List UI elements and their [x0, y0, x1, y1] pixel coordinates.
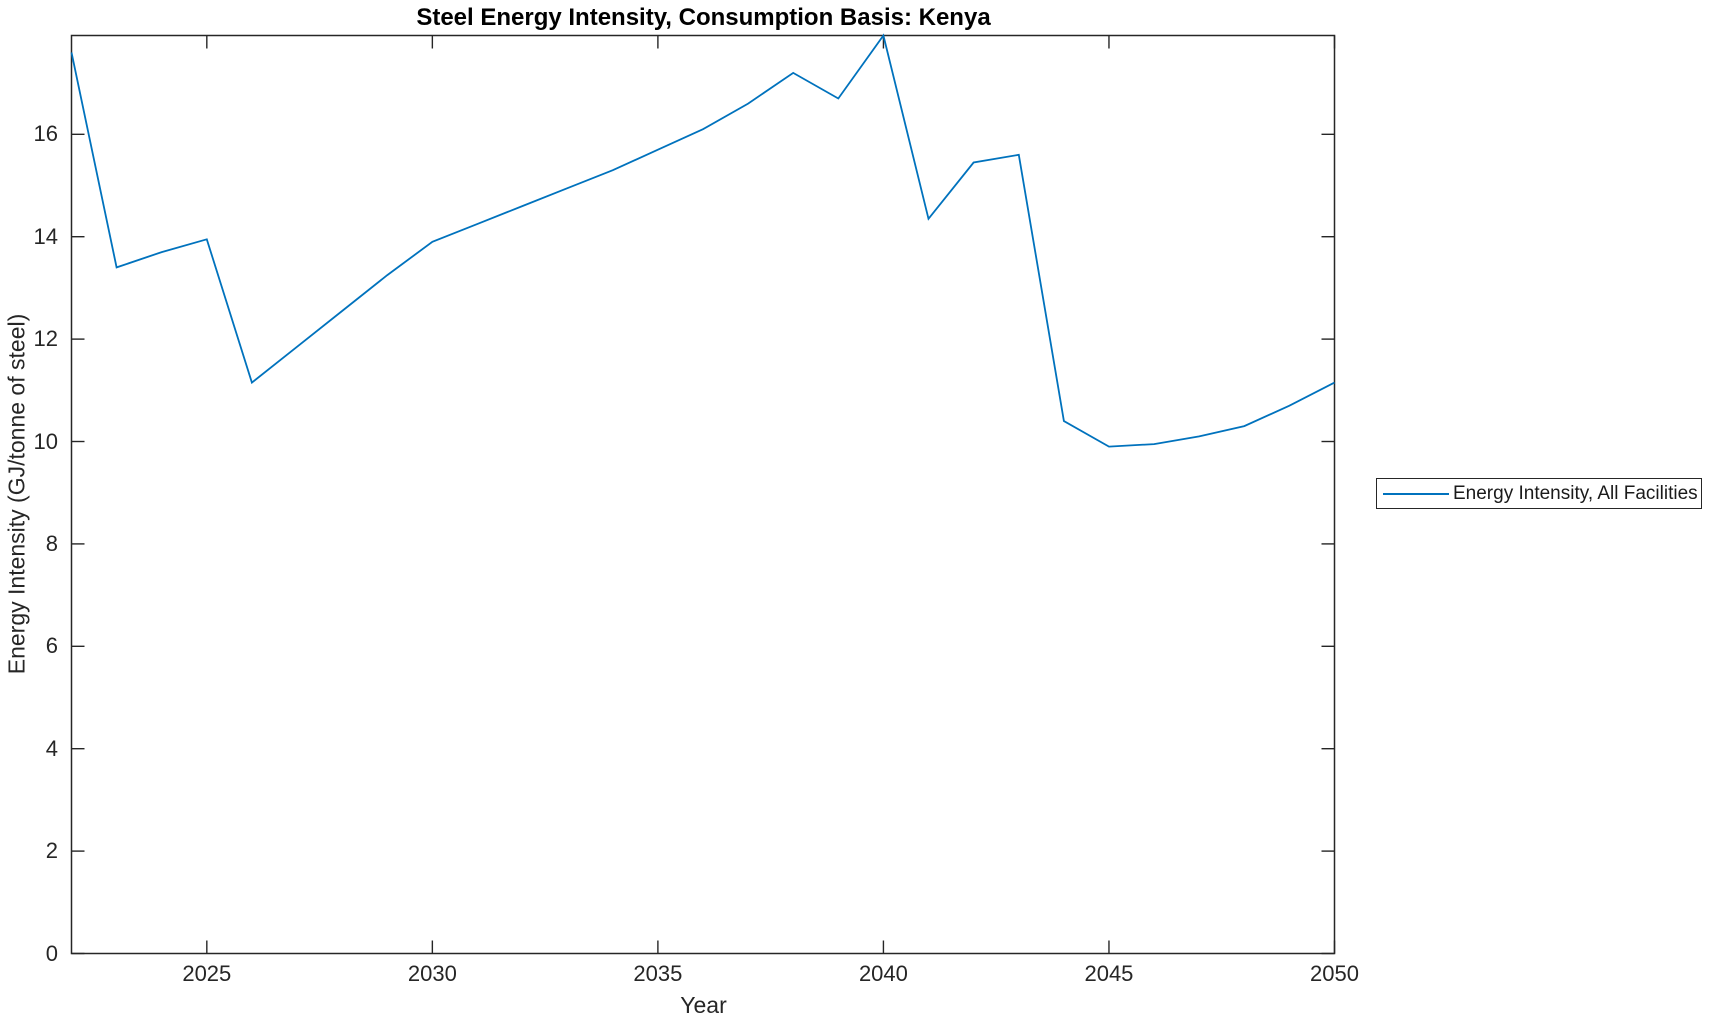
legend-line-sample [1383, 492, 1449, 495]
y-tick-label: 4 [45, 735, 58, 761]
x-tick-label: 2030 [407, 961, 457, 986]
x-tick-label: 2045 [1084, 961, 1134, 986]
chart-title: Steel Energy Intensity, Consumption Basi… [416, 4, 991, 31]
x-tick-label: 2035 [633, 961, 683, 986]
y-tick-label: 0 [45, 940, 58, 966]
axes-box [70, 34, 1336, 955]
energy-intensity-line [70, 33, 1335, 448]
y-tick-label: 16 [33, 121, 58, 147]
y-tick-label: 14 [33, 223, 58, 249]
y-tick-label: 6 [45, 633, 58, 659]
legend: Energy Intensity, All Facilities [1376, 478, 1702, 509]
y-tick-label: 12 [33, 326, 58, 352]
y-tick-label: 8 [45, 530, 58, 556]
x-tick-label: 2040 [858, 961, 908, 986]
x-tick-label: 2050 [1310, 961, 1359, 986]
x-axis-label: Year [680, 992, 727, 1018]
y-axis-label: Energy Intensity (GJ/tonne of steel) [3, 313, 30, 675]
y-tick-label: 10 [33, 428, 58, 454]
x-tick-label: 2025 [182, 961, 232, 986]
legend-label: Energy Intensity, All Facilities [1453, 482, 1698, 504]
y-tick-label: 2 [45, 838, 58, 864]
